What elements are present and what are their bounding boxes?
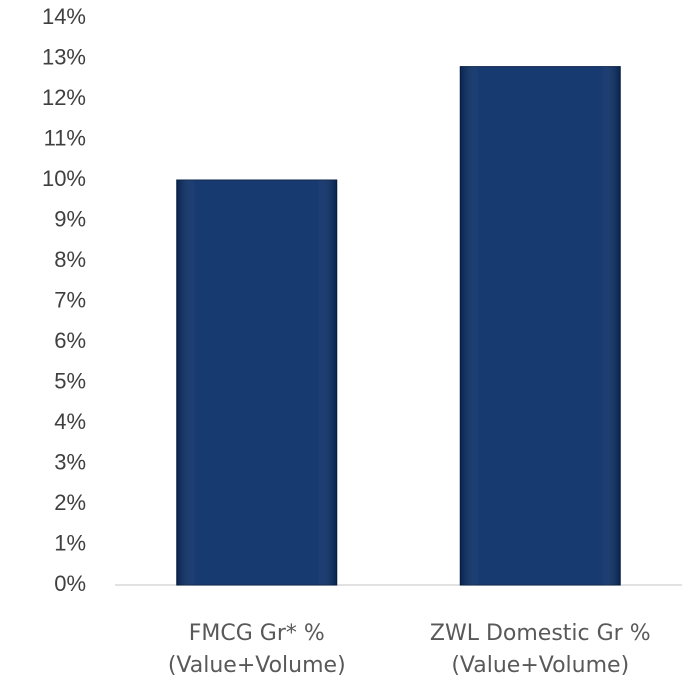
y-tick-label: 13%	[42, 44, 86, 69]
y-tick-label: 2%	[54, 490, 86, 515]
y-tick-label: 9%	[54, 206, 86, 231]
y-tick-label: 7%	[54, 287, 86, 312]
y-tick-label: 0%	[54, 571, 86, 596]
y-tick-label: 14%	[42, 4, 86, 29]
y-tick-label: 10%	[42, 166, 86, 191]
x-tick-label: ZWL Domestic Gr % (Value+Volume)	[429, 621, 651, 678]
y-tick-label: 11%	[44, 125, 86, 150]
bar-bevel	[460, 66, 621, 586]
y-tick-label: 3%	[54, 449, 86, 474]
y-tick-label: 6%	[54, 328, 86, 353]
y-tick-label: 5%	[54, 368, 86, 393]
y-tick-label: 8%	[54, 247, 86, 272]
bar-bevel	[176, 180, 337, 585]
x-tick-label: FMCG Gr* % (Value+Volume)	[167, 621, 346, 678]
y-tick-label: 12%	[42, 85, 86, 110]
y-tick-label: 1%	[54, 530, 86, 555]
y-tick-label: 4%	[54, 409, 86, 434]
